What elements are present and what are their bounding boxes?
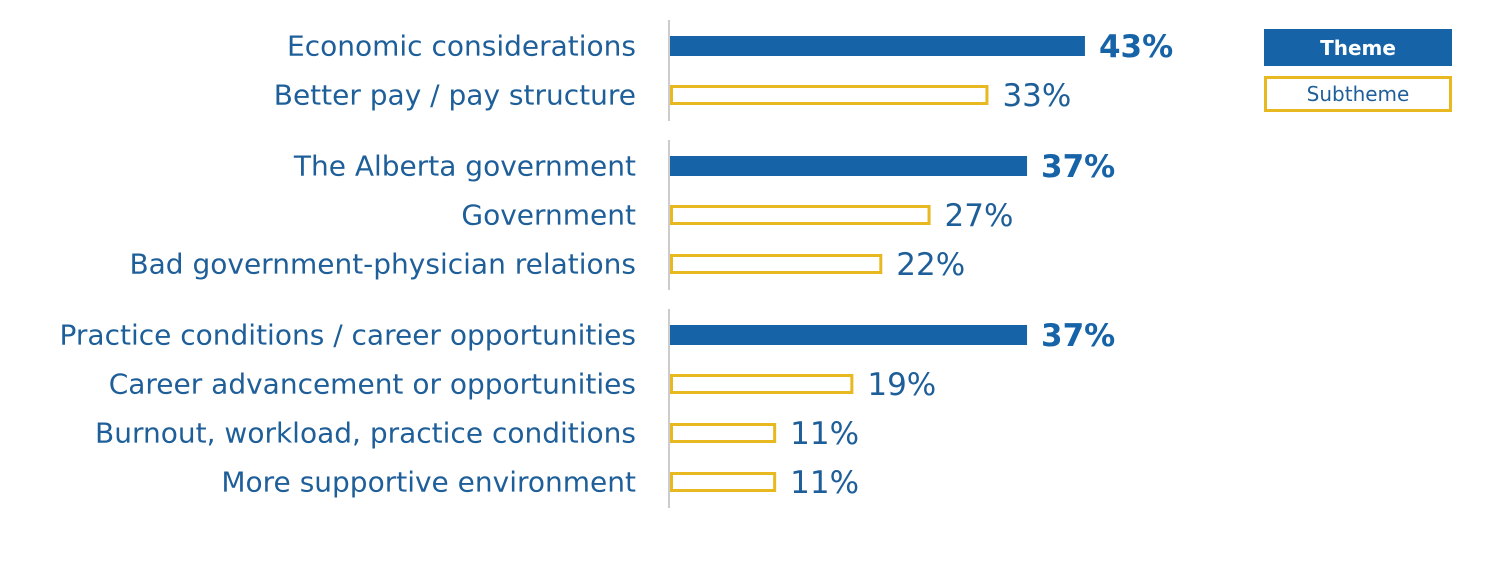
subtheme-bar bbox=[670, 254, 883, 274]
theme-value-label: 37% bbox=[1041, 149, 1115, 185]
subtheme-value-label: 19% bbox=[867, 367, 936, 403]
subtheme-label: Better pay / pay structure bbox=[274, 79, 636, 112]
subtheme-bar bbox=[670, 423, 777, 443]
subtheme-value-label: 33% bbox=[1002, 78, 1071, 114]
subtheme-bar bbox=[670, 472, 777, 492]
theme-bar bbox=[670, 36, 1085, 56]
subtheme-value-label: 22% bbox=[896, 247, 965, 283]
subtheme-label: Government bbox=[461, 199, 636, 232]
legend-subtheme: Subtheme bbox=[1264, 76, 1452, 112]
subtheme-value-label: 27% bbox=[945, 198, 1014, 234]
theme-bar bbox=[670, 325, 1028, 345]
subtheme-value-label: 11% bbox=[790, 416, 859, 452]
subtheme-label: Career advancement or opportunities bbox=[109, 368, 636, 401]
subtheme-label: Bad government-physician relations bbox=[129, 248, 636, 281]
subtheme-label: More supportive environment bbox=[221, 466, 636, 499]
theme-value-label: 37% bbox=[1041, 318, 1115, 354]
theme-label: Practice conditions / career opportuniti… bbox=[60, 319, 636, 352]
theme-label: The Alberta government bbox=[293, 150, 636, 183]
subtheme-bar bbox=[670, 85, 989, 105]
theme-value-label: 43% bbox=[1099, 29, 1173, 65]
subtheme-value-label: 11% bbox=[790, 465, 859, 501]
theme-label: Economic considerations bbox=[287, 30, 636, 63]
legend-theme: Theme bbox=[1264, 29, 1452, 66]
subtheme-bar bbox=[670, 205, 931, 225]
subtheme-label: Burnout, workload, practice conditions bbox=[95, 417, 636, 450]
theme-bar bbox=[670, 156, 1028, 176]
subtheme-bar bbox=[670, 374, 854, 394]
